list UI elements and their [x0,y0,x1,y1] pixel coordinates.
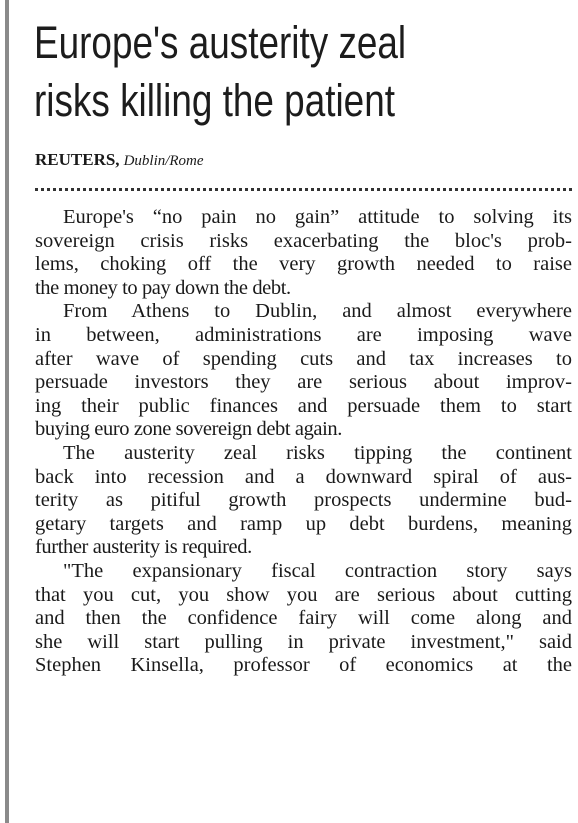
text-line: sovereign crisis risks exacerbating the … [35,229,572,252]
text-line: The austerity zeal risks tipping the con… [63,441,572,464]
text-line: the money to pay down the debt. [35,276,291,299]
headline-line: Europe's austerity zeal [34,17,407,68]
text-line: and then the confidence fairy will come … [35,607,572,630]
text-line: further austerity is required. [35,536,252,559]
text-line: From Athens to Dublin, and almost everyw… [63,300,572,323]
paragraph: "The expansionary fiscal contraction sto… [35,560,572,678]
column-rule [5,0,9,823]
text-line: that you cut, you show you are serious a… [35,583,572,606]
byline: REUTERS, Dublin/Rome [35,150,204,170]
paragraph: From Athens to Dublin, and almost everyw… [35,300,572,442]
text-line: lems, choking off the very growth needed… [35,253,572,276]
byline-source: REUTERS, [35,150,120,169]
text-line: persuade investors they are serious abou… [35,371,572,394]
headline-line: risks killing the patient [34,75,395,126]
text-line: Stephen Kinsella, professor of economics… [35,654,572,677]
text-line: buying euro zone sovereign debt again. [35,418,343,441]
text-line: "The expansionary fiscal contraction sto… [63,559,572,582]
text-line: in between, administrations are imposing… [35,323,572,346]
text-line: ing their public finances and persuade t… [35,394,572,417]
text-line: getary targets and ramp up debt burdens,… [35,512,572,535]
dotted-rule [35,188,572,191]
paragraph: The austerity zeal risks tipping the con… [35,442,572,560]
headline: Europe's austerity zeal risks killing th… [34,14,526,130]
byline-location: Dublin/Rome [123,153,204,169]
article-body: Europe's “no pain no gain” attitude to s… [35,206,572,678]
text-line: Europe's “no pain no gain” attitude to s… [63,206,572,228]
text-line: terity as pitiful growth prospects under… [35,489,572,512]
paragraph: Europe's “no pain no gain” attitude to s… [35,206,572,300]
text-line: after wave of spending cuts and tax incr… [35,347,572,370]
text-line: she will start pulling in private invest… [35,630,572,653]
text-line: back into recession and a downward spira… [35,465,572,488]
